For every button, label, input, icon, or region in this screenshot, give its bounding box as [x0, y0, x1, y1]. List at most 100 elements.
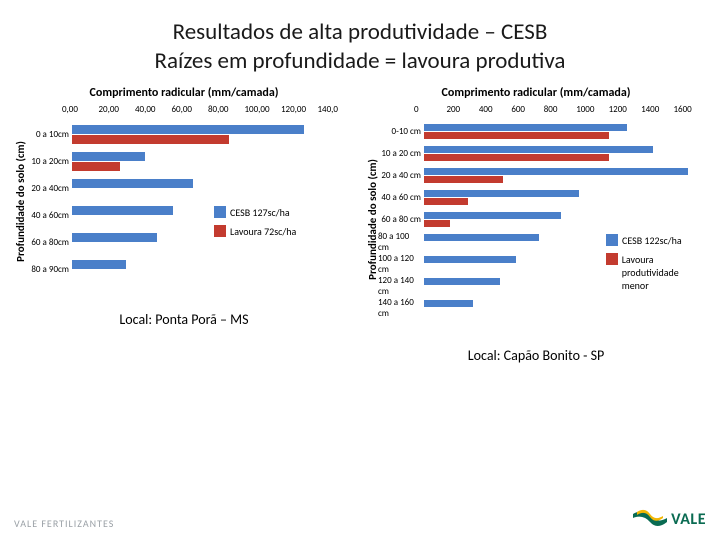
chart-right-y-label-col: Profundidade do solo (cm)	[366, 121, 378, 319]
legend-label-b2: produtividade menor	[622, 266, 706, 292]
x-tick: 200	[446, 104, 478, 115]
chart-right-x-axis: 02004006008001000120014001600	[366, 104, 706, 115]
chart-right: Comprimento radicular (mm/camada) 020040…	[366, 86, 706, 364]
x-tick: 1400	[641, 104, 673, 115]
x-tick: 100,00	[245, 104, 282, 115]
y-category-label: 0 a 10cm	[26, 121, 72, 148]
bar-group	[424, 187, 706, 209]
chart-left-x-axis: 0,0020,0040,0060,0080,00100,00120,00140,…	[14, 104, 354, 115]
bar-series-a	[424, 168, 688, 175]
y-category-label: 140 a 160 cm	[378, 297, 424, 319]
y-category-label: 120 a 140 cm	[378, 275, 424, 297]
legend-swatch-b	[214, 225, 226, 237]
bar-series-a	[72, 179, 193, 188]
y-category-label: 60 a 80 cm	[378, 209, 424, 231]
x-tick: 1200	[609, 104, 641, 115]
bar-series-a	[424, 212, 561, 219]
legend-swatch-a	[606, 234, 618, 246]
slide-title: Resultados de alta produtividade – CESB …	[0, 0, 720, 80]
y-category-label: 10 a 20cm	[26, 148, 72, 175]
x-tick: 1000	[576, 104, 608, 115]
bar-series-a	[424, 124, 627, 131]
legend-item-b: Lavoura produtividade menor	[606, 253, 706, 292]
legend-item-a: CESB 127sc/ha	[214, 206, 296, 219]
vale-logo-word: VALE	[671, 510, 706, 529]
x-tick: 400	[479, 104, 511, 115]
y-category-label: 80 a 90cm	[26, 256, 72, 283]
footer: VALE FERTILIZANTES VALE	[14, 508, 706, 530]
bar-group	[72, 175, 354, 202]
chart-left-legend: CESB 127sc/ha Lavoura 72sc/ha	[214, 206, 296, 238]
bar-series-a	[72, 125, 304, 134]
title-line-1: Resultados de alta produtividade – CESB	[173, 18, 548, 46]
legend-label-b-wrap: Lavoura produtividade menor	[622, 253, 706, 292]
bar-series-b	[424, 132, 609, 139]
footer-left-text: VALE FERTILIZANTES	[14, 517, 114, 530]
bar-series-a	[424, 146, 653, 153]
x-tick: 140,0	[318, 104, 355, 115]
chart-right-y-categories: 0-10 cm10 a 20 cm20 a 40 cm40 a 60 cm60 …	[378, 121, 424, 319]
bar-series-a	[424, 256, 516, 263]
bar-series-a	[72, 260, 126, 269]
y-category-label: 100 a 120 cm	[378, 253, 424, 275]
vale-logo: VALE	[633, 508, 706, 530]
chart-right-caption: Local: Capão Bonito - SP	[366, 347, 706, 364]
bar-group	[424, 121, 706, 143]
legend-label-b: Lavoura	[622, 253, 706, 266]
x-tick: 80,00	[208, 104, 245, 115]
y-category-label: 80 a 100 cm	[378, 231, 424, 253]
chart-left-caption: Local: Ponta Porã – MS	[14, 311, 354, 328]
bar-series-b	[424, 220, 450, 227]
bar-series-b	[424, 198, 468, 205]
y-category-label: 60 a 80cm	[26, 229, 72, 256]
legend-label-b: Lavoura 72sc/ha	[230, 225, 296, 238]
x-tick: 0,00	[62, 104, 99, 115]
legend-item-b: Lavoura 72sc/ha	[214, 225, 296, 238]
chart-left-y-label: Profundidade do solo (cm)	[14, 141, 27, 262]
bar-group	[424, 165, 706, 187]
bar-series-a	[424, 234, 539, 241]
legend-swatch-a	[214, 206, 226, 218]
x-tick: 1600	[674, 104, 706, 115]
x-tick: 20,00	[99, 104, 136, 115]
chart-left-plot: Profundidade do solo (cm) 0 a 10cm10 a 2…	[14, 121, 354, 283]
bar-series-a	[72, 206, 173, 215]
y-category-label: 20 a 40cm	[26, 175, 72, 202]
bar-series-b	[424, 154, 609, 161]
legend-swatch-b	[606, 253, 618, 265]
chart-right-legend: CESB 122sc/ha Lavoura produtividade meno…	[606, 234, 706, 292]
legend-label-a: CESB 127sc/ha	[230, 206, 290, 219]
y-category-label: 40 a 60cm	[26, 202, 72, 229]
x-tick: 40,00	[135, 104, 172, 115]
y-category-label: 0-10 cm	[378, 121, 424, 143]
bar-group	[424, 143, 706, 165]
y-category-label: 10 a 20 cm	[378, 143, 424, 165]
bar-series-b	[72, 162, 120, 171]
x-tick: 600	[511, 104, 543, 115]
chart-left-title: Comprimento radicular (mm/camada)	[14, 86, 354, 100]
bar-group	[72, 229, 354, 256]
title-line-2: Raízes em profundidade = lavoura produti…	[155, 47, 566, 75]
bar-series-b	[424, 176, 503, 183]
bar-group	[72, 202, 354, 229]
bar-series-a	[424, 300, 473, 307]
bar-group	[424, 209, 706, 231]
bar-series-a	[72, 233, 157, 242]
x-tick: 60,00	[172, 104, 209, 115]
bar-group	[424, 297, 706, 319]
legend-label-a: CESB 122sc/ha	[622, 234, 682, 247]
chart-left-bars	[72, 121, 354, 283]
bar-series-b	[72, 135, 229, 144]
bar-group	[72, 148, 354, 175]
bar-series-a	[424, 278, 500, 285]
bar-series-a	[72, 152, 145, 161]
legend-item-a: CESB 122sc/ha	[606, 234, 706, 247]
chart-left-y-categories: 0 a 10cm10 a 20cm20 a 40cm40 a 60cm60 a …	[26, 121, 72, 283]
bar-group	[72, 121, 354, 148]
chart-right-title: Comprimento radicular (mm/camada)	[366, 86, 706, 100]
bar-series-a	[424, 190, 579, 197]
bar-group	[72, 256, 354, 283]
x-tick: 0	[414, 104, 446, 115]
charts-row: Comprimento radicular (mm/camada) 0,0020…	[0, 80, 720, 364]
vale-logo-icon	[633, 508, 667, 530]
